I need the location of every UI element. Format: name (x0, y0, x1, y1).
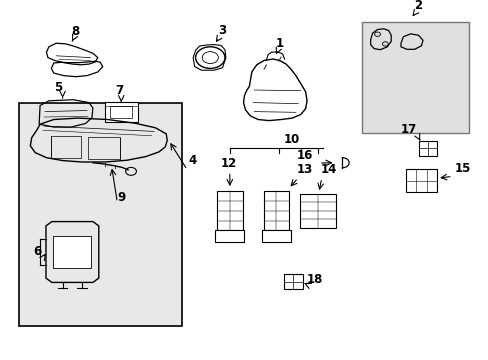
Bar (215, 230, 244, 242)
Bar (283, 274, 303, 289)
Text: 5: 5 (55, 81, 62, 94)
Text: 13: 13 (296, 163, 312, 176)
Text: 6: 6 (33, 246, 41, 258)
Text: 18: 18 (306, 273, 322, 286)
Bar (104, 102, 138, 122)
Text: 16: 16 (296, 149, 312, 162)
Bar (110, 107, 132, 118)
Text: 3: 3 (218, 24, 226, 37)
Text: 8: 8 (72, 25, 80, 38)
Bar (299, 194, 336, 228)
Text: 10: 10 (283, 133, 300, 146)
Bar (51, 136, 81, 158)
Bar (53, 236, 91, 268)
Bar (217, 191, 242, 230)
Text: 1: 1 (275, 37, 283, 50)
Text: 15: 15 (454, 162, 470, 175)
FancyBboxPatch shape (361, 22, 468, 133)
Bar (261, 230, 290, 242)
Text: 17: 17 (399, 123, 416, 136)
Text: 12: 12 (220, 157, 237, 170)
FancyBboxPatch shape (19, 103, 182, 326)
Bar (406, 169, 436, 192)
Bar (263, 191, 288, 230)
Text: 4: 4 (188, 154, 196, 167)
Bar (88, 137, 120, 159)
Bar (418, 141, 436, 156)
Text: 2: 2 (413, 0, 421, 12)
Text: 7: 7 (116, 84, 123, 97)
Text: 14: 14 (320, 163, 336, 176)
Text: 9: 9 (117, 192, 125, 204)
